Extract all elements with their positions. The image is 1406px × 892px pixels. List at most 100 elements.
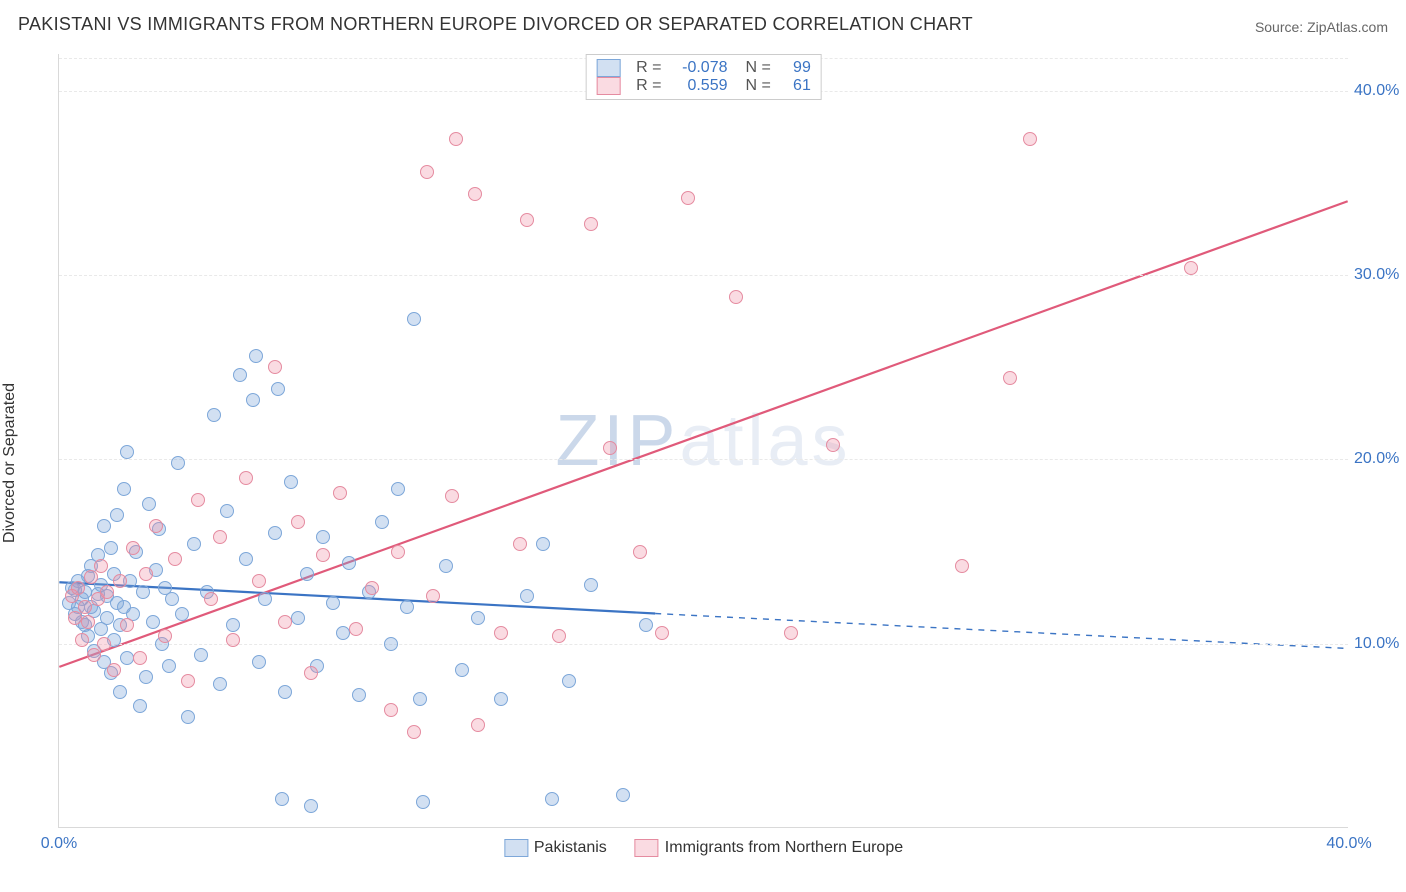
data-point bbox=[246, 393, 260, 407]
data-point bbox=[455, 663, 469, 677]
data-point bbox=[181, 674, 195, 688]
data-point bbox=[113, 574, 127, 588]
data-point bbox=[271, 382, 285, 396]
watermark: ZIPatlas bbox=[555, 400, 851, 482]
legend-n-label: N = bbox=[746, 59, 771, 77]
data-point bbox=[400, 600, 414, 614]
gridline bbox=[59, 459, 1348, 460]
legend-swatch bbox=[504, 839, 528, 857]
legend-r-value: -0.078 bbox=[672, 59, 728, 77]
data-point bbox=[562, 674, 576, 688]
y-tick-label: 30.0% bbox=[1354, 266, 1406, 284]
data-point bbox=[258, 592, 272, 606]
y-axis-label: Divorced or Separated bbox=[1, 383, 19, 543]
legend-r-label: R = bbox=[636, 77, 661, 95]
data-point bbox=[633, 545, 647, 559]
data-point bbox=[117, 482, 131, 496]
data-point bbox=[71, 581, 85, 595]
data-point bbox=[278, 615, 292, 629]
data-point bbox=[168, 552, 182, 566]
data-point bbox=[316, 548, 330, 562]
data-point bbox=[268, 360, 282, 374]
data-point bbox=[120, 618, 134, 632]
data-point bbox=[681, 191, 695, 205]
data-point bbox=[204, 592, 218, 606]
data-point bbox=[133, 699, 147, 713]
chart-title: PAKISTANI VS IMMIGRANTS FROM NORTHERN EU… bbox=[18, 14, 973, 35]
trend-lines-layer bbox=[59, 54, 1348, 827]
data-point bbox=[333, 486, 347, 500]
data-point bbox=[239, 471, 253, 485]
data-point bbox=[471, 611, 485, 625]
data-point bbox=[194, 648, 208, 662]
data-point bbox=[162, 659, 176, 673]
data-point bbox=[252, 574, 266, 588]
data-point bbox=[107, 663, 121, 677]
legend-r-label: R = bbox=[636, 59, 661, 77]
data-point bbox=[252, 655, 266, 669]
data-point bbox=[291, 611, 305, 625]
data-point bbox=[513, 537, 527, 551]
data-point bbox=[729, 290, 743, 304]
legend-swatch bbox=[596, 59, 620, 77]
correlation-legend: R =-0.078N =99R =0.559N =61 bbox=[585, 54, 822, 100]
data-point bbox=[413, 692, 427, 706]
data-point bbox=[536, 537, 550, 551]
data-point bbox=[1184, 261, 1198, 275]
data-point bbox=[104, 541, 118, 555]
x-tick-label: 0.0% bbox=[41, 835, 77, 853]
data-point bbox=[158, 629, 172, 643]
data-point bbox=[78, 600, 92, 614]
data-point bbox=[81, 615, 95, 629]
legend-n-value: 99 bbox=[781, 59, 811, 77]
data-point bbox=[97, 637, 111, 651]
data-point bbox=[468, 187, 482, 201]
data-point bbox=[784, 626, 798, 640]
data-point bbox=[545, 792, 559, 806]
data-point bbox=[584, 578, 598, 592]
legend-label: Immigrants from Northern Europe bbox=[665, 839, 903, 856]
data-point bbox=[326, 596, 340, 610]
data-point bbox=[139, 567, 153, 581]
data-point bbox=[84, 570, 98, 584]
series-legend: PakistanisImmigrants from Northern Europ… bbox=[504, 839, 903, 857]
data-point bbox=[407, 725, 421, 739]
data-point bbox=[226, 618, 240, 632]
data-point bbox=[100, 611, 114, 625]
data-point bbox=[191, 493, 205, 507]
data-point bbox=[100, 585, 114, 599]
data-point bbox=[616, 788, 630, 802]
data-point bbox=[391, 482, 405, 496]
trend-line bbox=[59, 201, 1347, 667]
data-point bbox=[136, 585, 150, 599]
data-point bbox=[826, 438, 840, 452]
data-point bbox=[75, 633, 89, 647]
legend-r-value: 0.559 bbox=[672, 77, 728, 95]
data-point bbox=[471, 718, 485, 732]
gridline bbox=[59, 644, 1348, 645]
data-point bbox=[149, 519, 163, 533]
y-tick-label: 20.0% bbox=[1354, 450, 1406, 468]
data-point bbox=[226, 633, 240, 647]
data-point bbox=[113, 685, 127, 699]
data-point bbox=[213, 530, 227, 544]
data-point bbox=[120, 445, 134, 459]
data-point bbox=[181, 710, 195, 724]
data-point bbox=[1003, 371, 1017, 385]
data-point bbox=[1023, 132, 1037, 146]
data-point bbox=[165, 592, 179, 606]
y-tick-label: 10.0% bbox=[1354, 635, 1406, 653]
data-point bbox=[342, 556, 356, 570]
data-point bbox=[552, 629, 566, 643]
data-point bbox=[142, 497, 156, 511]
legend-item: Immigrants from Northern Europe bbox=[635, 839, 903, 857]
plot-area: ZIPatlas R =-0.078N =99R =0.559N =61 Pak… bbox=[58, 54, 1348, 828]
trend-line bbox=[59, 582, 655, 613]
data-point bbox=[603, 441, 617, 455]
data-point bbox=[139, 670, 153, 684]
data-point bbox=[239, 552, 253, 566]
data-point bbox=[233, 368, 247, 382]
data-point bbox=[187, 537, 201, 551]
legend-swatch bbox=[635, 839, 659, 857]
data-point bbox=[349, 622, 363, 636]
